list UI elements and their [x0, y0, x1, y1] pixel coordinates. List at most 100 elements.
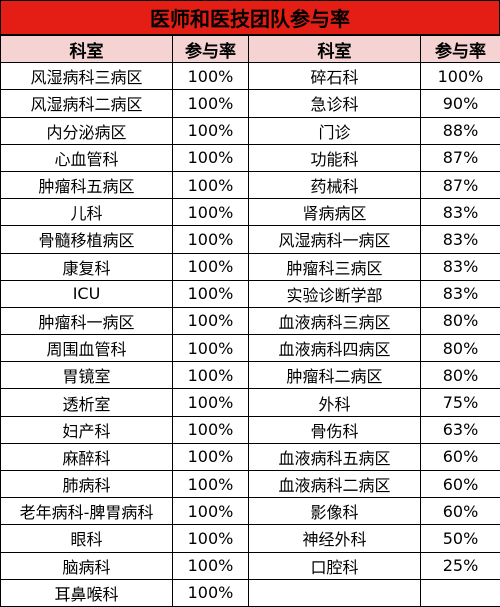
department-left-cell: 肿瘤科五病区	[1, 171, 173, 198]
department-left-cell: 老年病科-脾胃病科	[1, 498, 173, 525]
rate-left-cell: 100%	[173, 579, 249, 606]
rate-right-cell: 83%	[421, 253, 500, 280]
department-left-cell: 骨髓移植病区	[1, 226, 173, 253]
rate-right-cell: 80%	[421, 335, 500, 362]
rate-right-cell: 60%	[421, 471, 500, 498]
rate-right-cell: 83%	[421, 280, 500, 307]
rate-right-cell: 87%	[421, 171, 500, 198]
rate-right-cell: 63%	[421, 416, 500, 443]
department-left-cell: 风湿病科三病区	[1, 63, 173, 90]
rate-left-cell: 100%	[173, 171, 249, 198]
rate-left-cell: 100%	[173, 525, 249, 552]
rate-left-cell: 100%	[173, 253, 249, 280]
department-left-cell: 麻醉科	[1, 443, 173, 470]
rate-right-cell: 75%	[421, 389, 500, 416]
department-right-cell: 实验诊断学部	[249, 280, 421, 307]
department-right-cell	[249, 579, 421, 606]
department-right-cell: 血液病科四病区	[249, 335, 421, 362]
department-left-cell: 肺病科	[1, 471, 173, 498]
rate-right-cell: 25%	[421, 552, 500, 579]
rate-right-cell: 50%	[421, 525, 500, 552]
rate-left-cell: 100%	[173, 443, 249, 470]
rate-right-cell: 90%	[421, 90, 500, 117]
rate-left-cell: 100%	[173, 90, 249, 117]
rate-left-cell: 100%	[173, 362, 249, 389]
table-title: 医师和医技团队参与率	[0, 0, 500, 35]
rate-right-cell: 83%	[421, 226, 500, 253]
department-left-cell: 妇产科	[1, 416, 173, 443]
department-left-cell: 脑病科	[1, 552, 173, 579]
department-left-cell: 耳鼻喉科	[1, 579, 173, 606]
rate-right-cell: 88%	[421, 117, 500, 144]
department-right-cell: 药械科	[249, 171, 421, 198]
rate-right-cell	[421, 579, 500, 606]
department-left-cell: 肿瘤科一病区	[1, 307, 173, 334]
header-department-right: 科室	[249, 36, 421, 63]
rate-left-cell: 100%	[173, 307, 249, 334]
department-right-cell: 风湿病科一病区	[249, 226, 421, 253]
department-left-cell: 透析室	[1, 389, 173, 416]
rate-left-cell: 100%	[173, 416, 249, 443]
header-rate-left: 参与率	[173, 36, 249, 63]
rate-left-cell: 100%	[173, 389, 249, 416]
department-right-cell: 肿瘤科三病区	[249, 253, 421, 280]
department-right-cell: 影像科	[249, 498, 421, 525]
rate-left-cell: 100%	[173, 199, 249, 226]
rate-left-cell: 100%	[173, 144, 249, 171]
rate-left-cell: 100%	[173, 552, 249, 579]
department-right-cell: 血液病科三病区	[249, 307, 421, 334]
rate-left-cell: 100%	[173, 335, 249, 362]
department-right-cell: 门诊	[249, 117, 421, 144]
rate-left-cell: 100%	[173, 498, 249, 525]
department-left-cell: 眼科	[1, 525, 173, 552]
department-right-cell: 血液病科二病区	[249, 471, 421, 498]
department-right-cell: 口腔科	[249, 552, 421, 579]
rate-right-cell: 60%	[421, 498, 500, 525]
department-left-cell: 康复科	[1, 253, 173, 280]
department-right-cell: 急诊科	[249, 90, 421, 117]
rate-right-cell: 100%	[421, 63, 500, 90]
department-left-cell: 心血管科	[1, 144, 173, 171]
rate-left-cell: 100%	[173, 471, 249, 498]
department-left-cell: ICU	[1, 280, 173, 307]
header-rate-right: 参与率	[421, 36, 500, 63]
department-right-cell: 肾病病区	[249, 199, 421, 226]
rate-right-cell: 87%	[421, 144, 500, 171]
department-left-cell: 内分泌病区	[1, 117, 173, 144]
department-right-cell: 神经外科	[249, 525, 421, 552]
rate-right-cell: 80%	[421, 362, 500, 389]
department-right-cell: 碎石科	[249, 63, 421, 90]
rate-right-cell: 80%	[421, 307, 500, 334]
department-right-cell: 骨伤科	[249, 416, 421, 443]
department-left-cell: 风湿病科二病区	[1, 90, 173, 117]
rate-left-cell: 100%	[173, 117, 249, 144]
department-right-cell: 功能科	[249, 144, 421, 171]
rate-left-cell: 100%	[173, 280, 249, 307]
department-right-cell: 外科	[249, 389, 421, 416]
rate-left-cell: 100%	[173, 226, 249, 253]
header-department-left: 科室	[1, 36, 173, 63]
department-left-cell: 儿科	[1, 199, 173, 226]
department-right-cell: 血液病科五病区	[249, 443, 421, 470]
